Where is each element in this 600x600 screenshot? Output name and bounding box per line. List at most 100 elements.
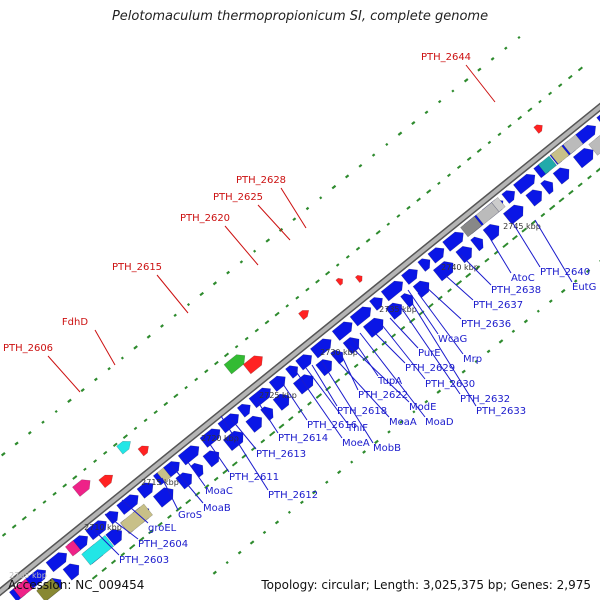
cds-arrow (442, 231, 464, 252)
cds-arrow (315, 359, 333, 377)
gc-mark (234, 344, 239, 349)
cds-arrow (136, 482, 154, 499)
gc-mark (577, 182, 583, 188)
leader-line (371, 329, 406, 364)
gc-mark (239, 260, 244, 264)
lower-gene-label: PTH_2630 (425, 379, 475, 390)
gc-mark (83, 467, 87, 472)
lower-gene-label: MoaA (389, 417, 417, 428)
gc-mark (175, 506, 182, 512)
cds-arrow (380, 280, 404, 302)
gc-mark (315, 393, 323, 399)
cds-arrow (342, 337, 360, 355)
upper-strand-feature (223, 354, 246, 375)
gc-mark (436, 389, 442, 394)
gc-mark (186, 303, 191, 307)
feature-block (537, 155, 558, 175)
gc-mark (14, 441, 19, 446)
cds-arrow (45, 552, 68, 573)
gc-mark (548, 91, 553, 96)
gc-mark (511, 234, 518, 241)
lower-gene-label: MoaD (425, 417, 454, 428)
gc-mark (62, 483, 68, 488)
gc-mark (204, 484, 210, 489)
gc-mark (455, 280, 463, 286)
gc-mark (325, 480, 329, 484)
gc-mark (184, 385, 188, 390)
scale-tick-label: 2730 kbp (320, 348, 358, 357)
lower-gene-label: GroS (178, 510, 202, 521)
gc-mark (32, 508, 37, 512)
gc-mark (225, 561, 229, 565)
gc-mark (21, 515, 27, 521)
gc-mark (274, 520, 280, 525)
leader-line (465, 64, 496, 103)
gc-mark (451, 89, 455, 93)
gc-mark (416, 197, 421, 202)
gc-mark (456, 164, 462, 170)
leader-line (294, 369, 343, 439)
gc-mark (223, 352, 230, 358)
lower-gene-label: EutG (572, 282, 596, 293)
lower-gene-label: TupA (377, 376, 402, 387)
leader-line (224, 225, 259, 266)
leader-line (339, 351, 359, 391)
cds-arrow (369, 297, 383, 311)
gc-mark (148, 529, 154, 535)
upper-gene-label: FdhD (62, 317, 88, 328)
upper-strand-feature (242, 355, 263, 375)
gc-mark (466, 156, 472, 161)
gc-mark (406, 205, 411, 210)
upper-gene-label: PTH_2606 (3, 343, 53, 354)
upper-gene-label: PTH_2625 (213, 192, 263, 203)
leader-line (91, 527, 120, 556)
leader-line (381, 324, 426, 380)
gc-mark (260, 439, 266, 444)
cds-arrow (540, 180, 554, 195)
gc-mark (585, 268, 591, 274)
gc-mark (385, 142, 389, 146)
gc-mark (399, 419, 404, 424)
gc-mark (112, 442, 118, 447)
leader-line (399, 305, 461, 395)
leader-line (321, 361, 374, 444)
gc-mark (337, 470, 342, 475)
gc-mark (397, 131, 403, 136)
gc-mark (0, 452, 6, 457)
gc-mark (527, 107, 533, 113)
gc-mark (274, 311, 280, 317)
cds-arrow (295, 354, 313, 371)
gc-mark (122, 434, 128, 439)
upper-gene-label: PTH_2644 (421, 52, 471, 63)
gc-mark (371, 153, 376, 157)
gc-mark (474, 265, 481, 271)
lower-gene-label: PTH_2640 (540, 267, 590, 278)
upper-strand-feature (354, 275, 363, 283)
gc-mark (292, 217, 297, 222)
feature-block (562, 134, 584, 155)
cds-arrow (455, 246, 473, 264)
gc-mark (567, 74, 573, 80)
gc-mark (54, 409, 58, 414)
leader-line (206, 439, 230, 473)
cds-arrow (427, 247, 445, 264)
gc-mark (355, 246, 361, 251)
gc-mark (521, 227, 527, 233)
gc-mark (517, 35, 521, 40)
scale-tick-label: 2705 kbp (9, 571, 47, 580)
gc-mark (577, 66, 583, 72)
gc-mark (558, 197, 565, 203)
scale-tick-label: 2725 kbp (259, 391, 297, 400)
gc-mark (160, 324, 164, 328)
gc-mark (110, 559, 117, 565)
gc-mark (278, 423, 285, 429)
gc-mark (129, 543, 136, 550)
upper-strand-feature (335, 277, 343, 286)
lower-gene-label: PTH_2616 (307, 420, 357, 431)
gc-mark (573, 279, 578, 283)
cds-arrow (362, 317, 384, 338)
cds-arrow (202, 450, 220, 468)
cds-arrow (572, 147, 594, 169)
cds-arrow (400, 293, 414, 308)
lower-gene-label: PTH_2637 (473, 300, 523, 311)
